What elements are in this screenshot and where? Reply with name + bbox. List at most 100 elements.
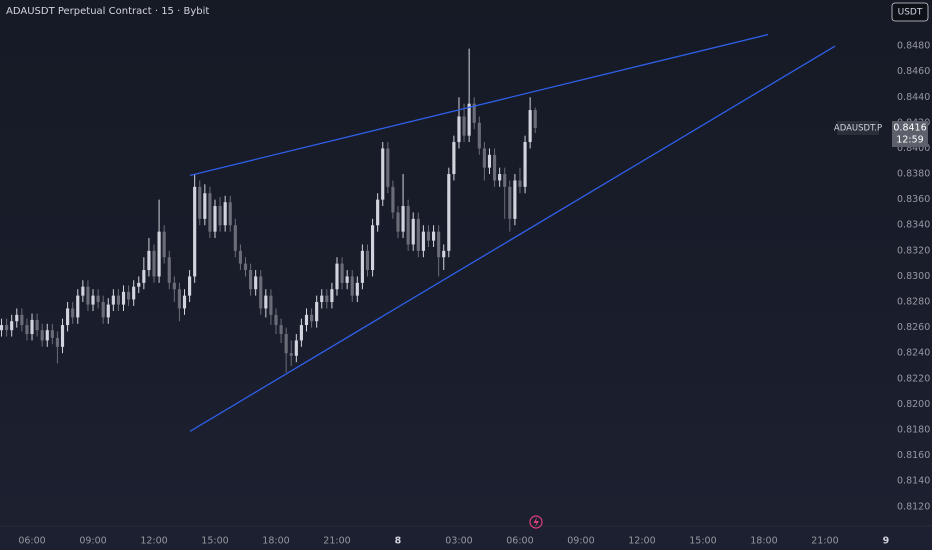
candle-body [279, 325, 283, 335]
y-tick-label: 0.8140 [897, 476, 930, 487]
candle-body [487, 154, 492, 168]
candle-body [30, 319, 34, 335]
y-tick-label: 0.8460 [897, 66, 930, 77]
replay-icon[interactable] [529, 515, 543, 529]
candle-body [86, 286, 90, 305]
candle-body [132, 286, 136, 300]
candle-body [91, 295, 95, 305]
candle-body [452, 142, 456, 175]
candle-body [203, 193, 207, 219]
candle-body [223, 202, 227, 226]
candle-body [533, 110, 537, 128]
x-tick-label: 12:00 [628, 536, 655, 547]
candle-body [15, 314, 19, 322]
x-tick-label: 18:00 [262, 536, 289, 547]
candle-body [259, 276, 263, 309]
candle-body [294, 340, 298, 356]
candle-body [193, 186, 197, 277]
x-tick-label: 15:00 [689, 536, 716, 547]
currency-button-frame[interactable] [891, 2, 929, 22]
candle-body [101, 302, 105, 318]
candle-body [233, 225, 237, 251]
candle-body [482, 148, 486, 168]
y-tick-label: 0.8200 [897, 399, 930, 410]
candle-body [462, 116, 466, 136]
candle-body [142, 270, 146, 283]
candle-body [406, 206, 410, 245]
candle-body [360, 250, 364, 283]
candle-body [411, 218, 415, 245]
candle-body [106, 304, 110, 318]
candle-body [157, 231, 161, 277]
icon-bolt[interactable] [533, 517, 540, 527]
candle-body [167, 257, 171, 283]
plot-area [0, 33, 836, 432]
candle-body [350, 276, 354, 296]
candle-body [340, 263, 344, 283]
candle-body [513, 180, 517, 219]
y-tick-label: 0.8240 [897, 348, 930, 359]
last-price-label: 0.8416 [893, 122, 926, 133]
candle-body [177, 289, 181, 309]
candle-body [66, 308, 70, 326]
trend-line [189, 45, 836, 432]
candle-body [76, 295, 80, 318]
candle-body [310, 314, 314, 322]
candle-body [335, 263, 339, 290]
y-tick-label: 0.8440 [897, 92, 930, 103]
candle-body [426, 231, 431, 241]
countdown-label: 12:59 [896, 134, 923, 145]
candle-body [498, 174, 502, 181]
candle-body [198, 186, 202, 219]
candle-body [345, 276, 349, 283]
candle-body [421, 231, 425, 251]
candle-body [0, 325, 4, 331]
candle-body [304, 314, 309, 326]
candle-body [376, 199, 380, 226]
currency-button[interactable]: USDT [898, 8, 923, 18]
x-tick-label: 09:00 [79, 536, 106, 547]
candle-body [116, 295, 121, 305]
candle-body [45, 330, 49, 341]
candle-body [370, 225, 375, 271]
candle-body [172, 282, 176, 290]
candle-body [213, 206, 217, 232]
candle-body [442, 250, 446, 258]
candle-body [55, 337, 60, 347]
candle-body [457, 116, 461, 143]
y-tick-label: 0.8160 [897, 450, 930, 461]
x-tick-label: 06:00 [506, 536, 533, 547]
candle-body [355, 282, 359, 296]
candle-body [381, 148, 385, 200]
last-price-box [892, 120, 928, 147]
candle-body [508, 186, 512, 219]
candle-body [330, 289, 334, 303]
icon-ring[interactable] [529, 515, 543, 529]
y-tick-label: 0.8180 [897, 425, 930, 436]
candle-body [386, 148, 390, 187]
symbol-label-box [837, 120, 879, 135]
candle-body [208, 193, 212, 232]
y-tick-label: 0.8260 [897, 322, 930, 333]
candle-body [81, 286, 85, 296]
x-tick-label: 18:00 [750, 536, 777, 547]
candle-body [147, 250, 151, 271]
candle-body [5, 325, 9, 331]
y-tick-label: 0.8320 [897, 245, 930, 256]
candle-body [274, 314, 278, 326]
x-tick-label: 12:00 [140, 536, 167, 547]
candle-body [447, 174, 451, 251]
y-tick-label: 0.8120 [897, 501, 930, 512]
candle-body [111, 295, 115, 305]
y-tick-label: 0.8380 [897, 169, 930, 180]
x-tick-label: 21:00 [811, 536, 838, 547]
x-tick-label: 09:00 [567, 536, 594, 547]
candle-body [492, 154, 497, 181]
candle-body [299, 325, 303, 341]
chart-title: ADAUSDT Perpetual Contract · 15 · Bybit [6, 6, 209, 17]
candle-body [25, 325, 29, 335]
x-tick-label: 8 [395, 536, 402, 547]
candle-body [50, 330, 54, 338]
